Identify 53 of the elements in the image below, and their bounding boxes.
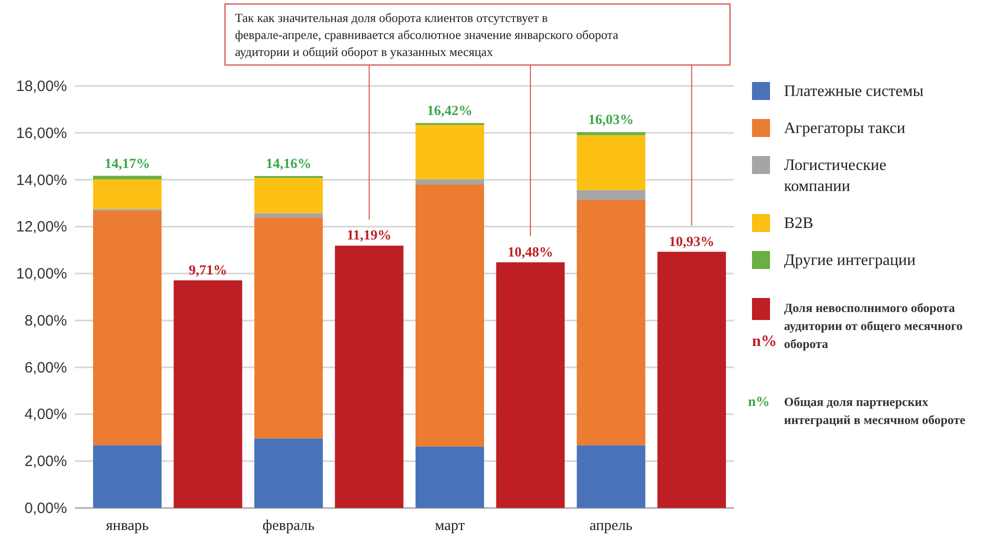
y-tick-label: 12,00% bbox=[16, 218, 67, 236]
bar bbox=[416, 179, 484, 184]
y-tick-label: 2,00% bbox=[24, 453, 67, 470]
bar bbox=[576, 190, 646, 200]
legend-label: Другие интеграции bbox=[784, 252, 916, 269]
text: Общая доля партнерских интеграций в месячном обороте bbox=[784, 395, 966, 427]
bar bbox=[254, 178, 323, 214]
bar bbox=[576, 135, 646, 190]
text: Так как значительная доля оборота клиентов отсутствует в феврале-апреле, сравнивается абсолютное значение январского оборота аудитории и общий оборот в указанных месяцах bbox=[235, 11, 619, 59]
x-tick-label: апрель bbox=[590, 518, 633, 534]
bar bbox=[416, 124, 484, 180]
data-label: 10,48% bbox=[508, 245, 554, 260]
text: n% bbox=[748, 395, 770, 410]
bar bbox=[254, 217, 323, 438]
data-label: 11,19% bbox=[346, 228, 392, 244]
total-label: 14,17% bbox=[104, 156, 150, 172]
bar bbox=[496, 262, 565, 508]
y-tick-label: 14,00% bbox=[16, 172, 67, 189]
legend-label: Платежные системы bbox=[784, 83, 924, 100]
bar bbox=[576, 132, 646, 136]
bar bbox=[93, 179, 162, 209]
bar bbox=[334, 246, 404, 508]
total-label: 16,42% bbox=[427, 104, 473, 120]
bar bbox=[254, 438, 323, 508]
bar bbox=[416, 446, 484, 508]
legend-label: Агрегаторы такси bbox=[784, 120, 906, 137]
y-tick-label: 0,00% bbox=[24, 500, 67, 517]
data-label: 9,71% bbox=[188, 263, 228, 278]
y-tick-label: 18,00% bbox=[16, 78, 67, 95]
bar bbox=[657, 252, 726, 508]
legend-label: Логистические компании bbox=[784, 157, 886, 195]
x-tick-label: март bbox=[434, 518, 466, 534]
total-label: 16,03% bbox=[588, 113, 634, 128]
y-tick-label: 6,00% bbox=[24, 359, 67, 376]
bar bbox=[254, 213, 323, 218]
x-tick-label: февраль bbox=[262, 518, 315, 534]
y-tick-label: 4,00% bbox=[24, 406, 67, 424]
y-tick-label: 8,00% bbox=[24, 312, 67, 330]
text: n% bbox=[752, 333, 777, 350]
total-label: 14,16% bbox=[266, 157, 312, 172]
x-tick-label: январь bbox=[106, 518, 149, 534]
bar bbox=[174, 280, 242, 508]
bar bbox=[416, 184, 484, 447]
bar bbox=[576, 200, 646, 446]
legend-label: Доля невосполнимого оборота аудитории от общего месячного оборота bbox=[784, 301, 963, 351]
y-tick-label: 10,00% bbox=[16, 266, 67, 283]
bar bbox=[93, 176, 162, 180]
data-label: 10,93% bbox=[668, 234, 714, 250]
bar bbox=[93, 445, 162, 508]
y-tick-label: 16,00% bbox=[16, 124, 67, 142]
legend-label: B2B bbox=[784, 215, 814, 232]
bar bbox=[93, 210, 162, 446]
bar bbox=[576, 445, 646, 508]
